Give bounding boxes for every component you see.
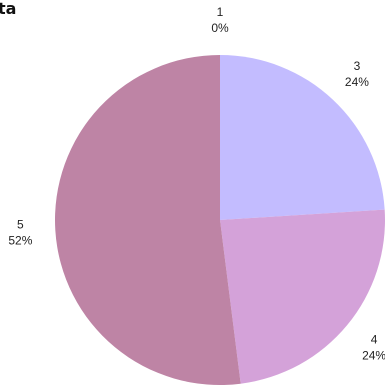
slice-label-3: 3 — [354, 59, 361, 73]
slice-label-5: 5 — [17, 218, 24, 232]
pie-slice-4 — [220, 209, 385, 384]
slice-percent-4: 24% — [362, 348, 385, 362]
chart-title: ta — [0, 0, 17, 18]
slice-percent-5: 52% — [8, 234, 32, 248]
pie-slice-3 — [220, 55, 385, 220]
pie-slice-5 — [54, 55, 241, 385]
slice-label-4: 4 — [371, 332, 378, 346]
slice-label-1: 1 — [217, 5, 224, 19]
slice-percent-3: 24% — [345, 75, 369, 89]
slice-percent-1: 0% — [211, 21, 229, 35]
